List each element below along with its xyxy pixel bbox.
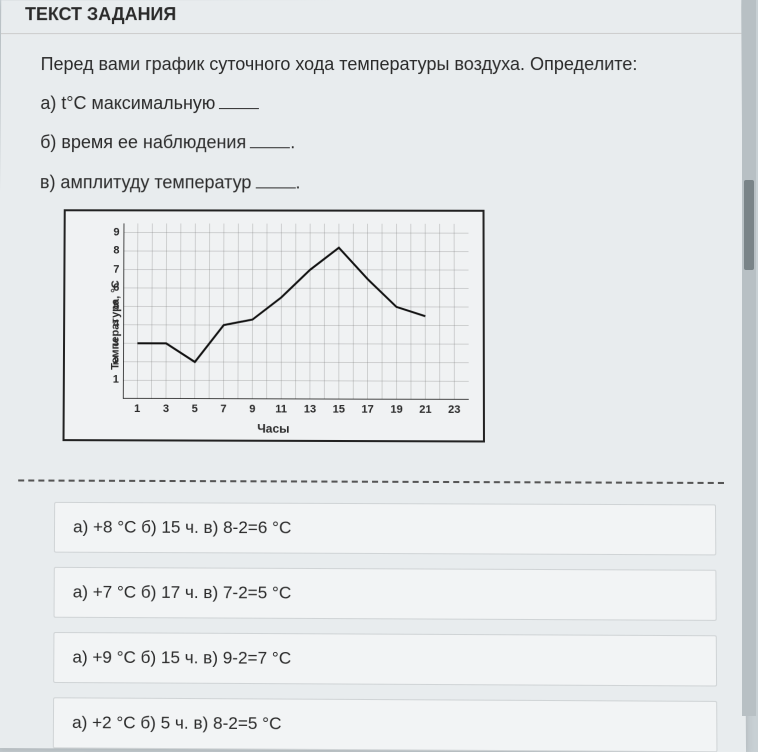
y-tick-label: 6 [113,282,119,294]
answer-option[interactable]: а) +2 °С б) 5 ч. в) 8-2=5 °С [53,697,718,752]
temperature-chart: Температура, °С 123456789 13579111315171… [63,209,485,442]
question-block: Перед вами график суточного хода темпера… [0,34,744,470]
vertical-scrollbar[interactable] [742,0,756,716]
scrollbar-thumb[interactable] [744,180,754,270]
question-intro: Перед вами график суточного хода темпера… [41,52,714,77]
chart-plot-area [123,223,469,399]
y-tick-label: 1 [113,374,119,386]
answer-options: а) +8 °С б) 15 ч. в) 8-2=6 °С а) +7 °С б)… [0,501,746,752]
worksheet-page: ТЕКСТ ЗАДАНИЯ Перед вами график суточног… [0,0,746,752]
y-tick-label: 7 [113,263,119,275]
x-tick-label: 9 [249,403,255,415]
x-tick-label: 23 [448,404,460,416]
y-tick-label: 8 [113,245,119,257]
x-tick-label: 3 [163,403,169,415]
section-divider [18,479,724,484]
x-tick-label: 13 [304,403,316,415]
x-tick-label: 15 [333,403,345,415]
x-tick-label: 7 [220,403,226,415]
x-tick-label: 11 [275,403,287,415]
x-tick-label: 19 [390,403,402,415]
blank-b [250,148,290,149]
x-tick-label: 1 [134,403,140,415]
y-tick-label: 2 [113,355,119,367]
y-tick-label: 3 [113,337,119,349]
x-tick-label: 21 [419,403,431,415]
y-tick-label: 9 [113,226,119,238]
header-title: ТЕКСТ ЗАДАНИЯ [25,4,176,24]
section-header: ТЕКСТ ЗАДАНИЯ [1,0,741,34]
y-tick-label: 4 [113,319,119,331]
question-b: б) время ее наблюдения. [40,130,714,156]
answer-option[interactable]: а) +8 °С б) 15 ч. в) 8-2=6 °С [54,502,716,556]
question-b-text: б) время ее наблюдения [40,132,246,152]
chart-y-ticks: 1 2 3 4 5 6 7 8 9 [105,223,120,398]
question-c-text: в) амплитуду температур [40,172,252,192]
x-tick-label: 17 [361,403,373,415]
blank-c [255,187,295,188]
blank-a [219,108,259,109]
y-tick-label: 5 [113,300,119,312]
answer-option[interactable]: а) +7 °С б) 17 ч. в) 7-2=5 °С [54,567,717,621]
question-a: а) t°С максимальную [40,91,713,116]
period-c: . [295,172,300,192]
period-b: . [290,133,295,153]
x-tick-label: 5 [192,403,198,415]
answer-option[interactable]: а) +9 °С б) 15 ч. в) 9-2=7 °С [53,632,717,687]
chart-x-ticks: 1357911131517192123 [123,403,469,418]
question-a-text: а) t°С максимальную [40,93,215,113]
question-c: в) амплитуду температур. [40,170,714,196]
chart-x-axis-label: Часы [257,421,289,435]
chart-svg [123,223,469,399]
